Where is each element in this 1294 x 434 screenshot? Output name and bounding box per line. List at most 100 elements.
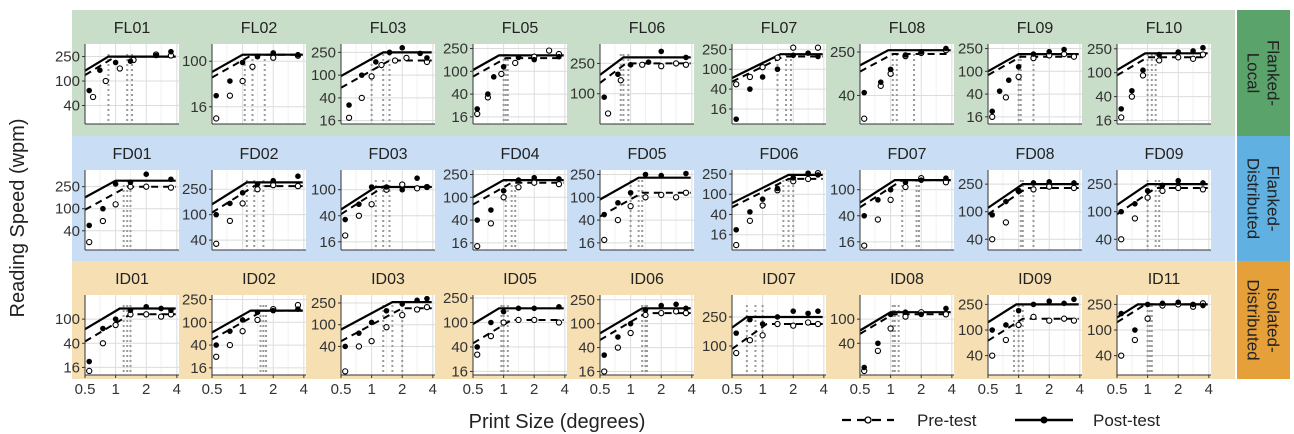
x-tick-label: 1: [626, 381, 634, 398]
post-test-point: [627, 61, 634, 68]
post-test-point: [373, 59, 379, 65]
pre-test-fit-line: [340, 59, 432, 89]
pre-test-point: [614, 216, 622, 224]
y-tick-label: 40: [63, 97, 80, 114]
post-test-point: [112, 181, 119, 187]
pre-test-point: [658, 191, 665, 199]
x-tick-label: 0.5: [850, 381, 871, 398]
post-test-point: [127, 179, 134, 186]
pre-test-point: [112, 321, 119, 329]
pre-test-point: [746, 337, 754, 344]
post-test-point: [1132, 327, 1138, 333]
y-tick-label: 40: [578, 340, 595, 357]
x-tick-label: 1: [1143, 381, 1151, 398]
group-label-line: Flanked-: [1264, 165, 1283, 231]
post-test-fit-line: [859, 49, 951, 67]
panel-title: ID05: [503, 271, 537, 288]
y-tick-label: 100: [702, 186, 727, 203]
post-test-point: [1175, 177, 1182, 184]
post-test-point: [747, 316, 753, 323]
post-test-fit-line: [84, 55, 176, 72]
pre-test-point: [790, 44, 797, 51]
pre-test-point: [1015, 321, 1022, 329]
pre-test-point: [746, 73, 754, 81]
pre-test-point: [403, 54, 410, 62]
pre-test-point: [902, 183, 909, 191]
y-tick-label: 40: [1095, 231, 1112, 248]
pre-test-point: [658, 309, 665, 317]
pre-test-point: [1156, 57, 1163, 64]
panel-fl06: FL06 100 250: [570, 20, 694, 125]
post-test-point: [213, 342, 220, 348]
post-test-fit-line: [472, 54, 564, 71]
y-tick-label: 100: [570, 86, 595, 103]
panel-title: FD06: [759, 146, 798, 163]
panel-title: FL01: [114, 20, 151, 37]
post-test-point: [86, 358, 93, 365]
post-test-point: [996, 88, 1003, 94]
x-tick-label: 0.5: [202, 381, 223, 398]
panel-id11: ID11 40 100 250 0.5 1 2 4: [1087, 271, 1213, 398]
y-tick-label: 40: [1095, 348, 1112, 365]
pre-test-point: [861, 115, 868, 122]
pre-test-point: [1139, 72, 1147, 79]
plot-background: [1117, 44, 1211, 124]
post-test-point: [790, 175, 797, 181]
panel-id02: ID02 16 40 100 250 0.5 1 2 4: [182, 271, 308, 398]
post-test-point: [1175, 49, 1182, 55]
post-test-point: [601, 94, 608, 100]
pre-test-fit-line: [987, 187, 1079, 216]
post-test-point: [399, 45, 406, 51]
post-test-fit-line: [859, 179, 951, 204]
pre-test-point: [989, 352, 996, 359]
pre-test-point: [213, 115, 220, 122]
pre-test-point: [500, 319, 507, 326]
post-test-point: [601, 211, 608, 218]
pre-test-point: [239, 77, 246, 85]
post-test-fit-line: [731, 315, 823, 329]
post-test-point: [127, 307, 134, 314]
y-tick-label: 100: [443, 189, 468, 206]
x-tick-label: 4: [688, 381, 696, 398]
post-test-point: [1175, 299, 1182, 306]
post-test-fit-line: [599, 176, 691, 201]
post-test-fit-line: [211, 53, 303, 73]
post-test-point: [254, 53, 261, 60]
post-test-point: [213, 92, 220, 99]
pre-test-point: [1015, 73, 1022, 81]
pre-test-point: [143, 311, 150, 318]
pre-test-point: [1046, 183, 1053, 190]
post-test-point: [270, 177, 277, 184]
pre-test-point: [368, 201, 375, 208]
pre-test-point: [226, 92, 234, 99]
y-tick-label: 40: [966, 86, 983, 103]
panel-fd04: FD04 16 40 100 250: [443, 146, 567, 252]
pre-test-fit-line: [599, 191, 691, 218]
pre-test-point: [601, 368, 608, 375]
pre-test-point: [1070, 53, 1078, 60]
pre-test-point: [474, 110, 481, 118]
post-test-point: [342, 343, 349, 350]
panel-title: FL02: [241, 20, 278, 37]
y-tick-label: 100: [55, 311, 80, 328]
y-tick-label: 40: [451, 339, 468, 356]
y-tick-label: 100: [1087, 322, 1112, 339]
post-test-fit-line: [599, 307, 691, 335]
post-test-point: [346, 102, 352, 108]
pre-test-point: [368, 338, 375, 345]
pre-test-point: [143, 183, 150, 190]
group-tab: [1237, 261, 1290, 379]
post-test-point: [943, 175, 949, 181]
post-test-point: [414, 297, 420, 304]
y-tick-label: 100: [958, 322, 983, 339]
y-tick-label: 250: [570, 292, 595, 309]
y-tick-label: 16: [838, 234, 855, 251]
post-test-point: [100, 325, 106, 332]
post-test-point: [875, 340, 881, 347]
panel-title: ID11: [1148, 271, 1181, 288]
post-test-point: [515, 177, 522, 183]
post-test-fit-line: [1116, 183, 1208, 206]
pre-test-fit-line: [987, 317, 1079, 342]
x-tick-label: 4: [300, 381, 308, 398]
x-tick-label: 1: [499, 381, 507, 398]
